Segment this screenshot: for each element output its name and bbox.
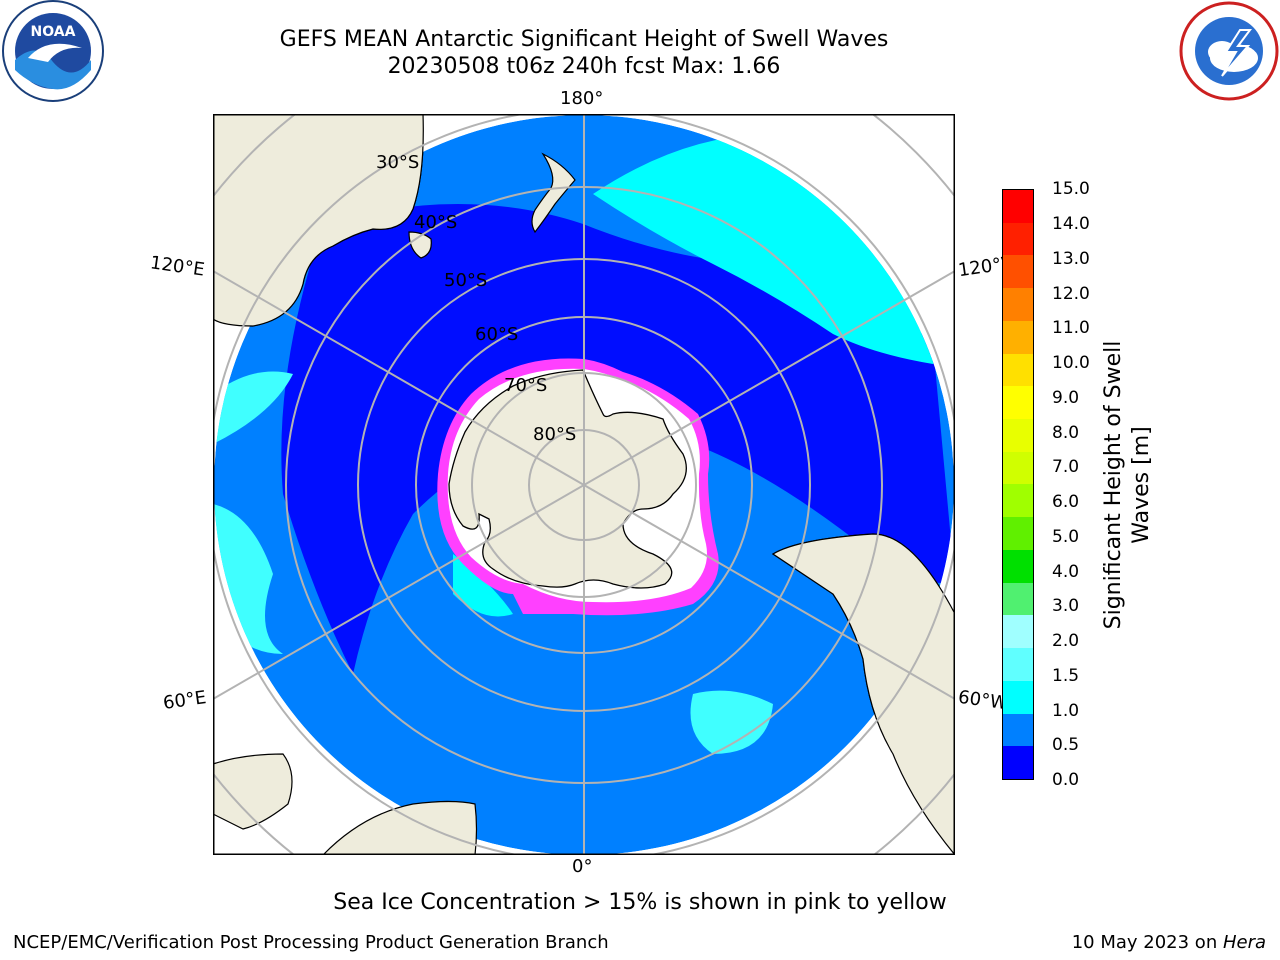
colorbar-swatch: [1003, 451, 1033, 485]
colorbar-tick: 8.0: [1052, 423, 1080, 443]
colorbar-swatch: [1003, 353, 1033, 387]
africa-corner: [322, 800, 478, 855]
footer-date-text: 10 May 2023 on: [1071, 932, 1223, 953]
colorbar-tick: 11.0: [1052, 318, 1090, 338]
colorbar-tick: 3.0: [1052, 596, 1080, 616]
colorbar-swatch: [1003, 517, 1033, 550]
lon-label-180: 180°: [560, 88, 604, 109]
page-title: GEFS MEAN Antarctic Significant Height o…: [279, 27, 889, 52]
colorbar: [1002, 189, 1034, 780]
graticule: [213, 114, 955, 855]
colorbar-swatch: [1003, 713, 1033, 747]
colorbar-tick: 7.0: [1052, 457, 1080, 477]
sea-ice-note: Sea Ice Concentration > 15% is shown in …: [333, 890, 947, 915]
colorbar-tick: 1.5: [1052, 666, 1080, 686]
map-frame: [213, 114, 955, 855]
south-america-corner: [771, 533, 955, 855]
lat-label-40s: 40°S: [414, 212, 458, 233]
lat-label-60s: 60°S: [475, 324, 519, 345]
colorbar-tick: 12.0: [1052, 284, 1090, 304]
colorbar-tick: 2.0: [1052, 631, 1080, 651]
colorbar-tick: 4.0: [1052, 562, 1080, 582]
lat-label-70s: 70°S: [504, 375, 548, 396]
nws-logo-icon: [1178, 0, 1280, 102]
colorbar-swatch: [1003, 386, 1033, 420]
swell-patch-south: [690, 690, 773, 754]
colorbar-swatch: [1003, 746, 1033, 779]
colorbar-tick: 13.0: [1052, 249, 1090, 269]
noaa-logo-icon: NOAA: [2, 0, 104, 102]
colorbar-title-line1: Significant Height of Swell: [1101, 340, 1126, 630]
colorbar-tick: 9.0: [1052, 388, 1080, 408]
colorbar-title-line2: Waves [m]: [1129, 426, 1154, 544]
colorbar-swatch: [1003, 582, 1033, 616]
madagascar-corner: [213, 753, 293, 830]
footer-host: Hera: [1222, 932, 1266, 953]
lat-label-80s: 80°S: [533, 424, 577, 445]
colorbar-tick: 15.0: [1052, 179, 1090, 199]
lon-label-60e: 60°E: [161, 687, 208, 714]
antarctica-landmass: [448, 369, 687, 589]
page-subtitle: 20230508 t06z 240h fcst Max: 1.66: [387, 54, 781, 79]
tasmania-landmass: [408, 231, 432, 259]
footer-branch: NCEP/EMC/Verification Post Processing Pr…: [13, 932, 609, 953]
colorbar-tick: 5.0: [1052, 527, 1080, 547]
colorbar-swatch: [1003, 419, 1033, 452]
colorbar-swatch: [1003, 484, 1033, 518]
colorbar-tick: 0.0: [1052, 770, 1080, 790]
colorbar-swatch: [1003, 190, 1033, 223]
colorbar-swatch: [1003, 320, 1033, 354]
colorbar-swatch: [1003, 222, 1033, 256]
footer-date: 10 May 2023 on Hera: [1072, 932, 1266, 953]
colorbar-swatch: [1003, 288, 1033, 321]
polar-map: [213, 114, 955, 855]
colorbar-tick: 0.5: [1052, 735, 1080, 755]
lon-label-0: 0°: [572, 856, 593, 877]
colorbar-tick: 6.0: [1052, 492, 1080, 512]
swell-low-region: [281, 204, 954, 674]
lat-label-30s: 30°S: [376, 152, 420, 173]
colorbar-swatch: [1003, 680, 1033, 714]
swell-patch-ice-edge: [453, 554, 513, 617]
colorbar-tick: 1.0: [1052, 701, 1080, 721]
colorbar-swatch: [1003, 648, 1033, 681]
lat-label-50s: 50°S: [444, 270, 488, 291]
colorbar-tick: 14.0: [1052, 214, 1090, 234]
noaa-logo-text: NOAA: [31, 24, 76, 40]
lon-label-120e: 120°E: [148, 252, 206, 281]
swell-patch-west: [214, 371, 293, 444]
colorbar-tick: 10.0: [1052, 353, 1090, 373]
colorbar-swatch: [1003, 549, 1033, 583]
colorbar-swatch: [1003, 255, 1033, 289]
colorbar-swatch: [1003, 615, 1033, 649]
